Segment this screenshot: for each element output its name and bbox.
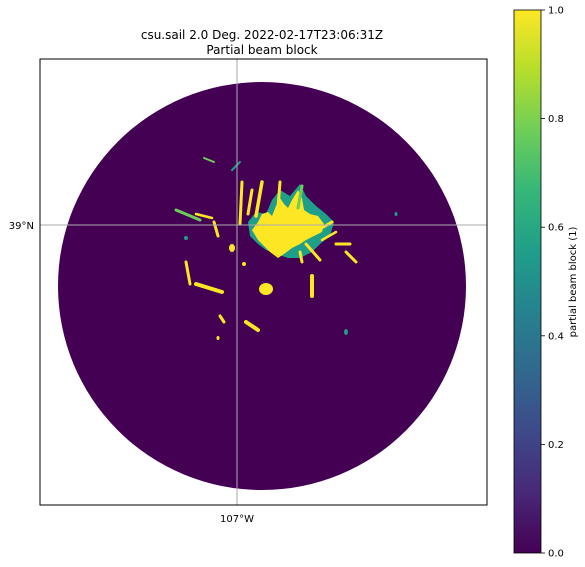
map-axes: 39°N 107°W (9, 58, 488, 525)
colorbar-tick-label: 0.2 (548, 440, 564, 451)
block-blob (259, 283, 273, 295)
ridge (184, 260, 192, 286)
block-blob (229, 244, 235, 252)
ridge (296, 184, 304, 210)
block-blob (184, 236, 188, 240)
colorbar-gradient (514, 10, 541, 553)
ridge (212, 220, 220, 238)
block-blob (242, 262, 246, 266)
ridge (218, 314, 226, 324)
ridge (254, 180, 264, 218)
ridge (238, 180, 244, 226)
chart-title: csu.sail 2.0 Deg. 2022-02-17T23:06:31Z (141, 28, 383, 42)
ridge (231, 161, 241, 171)
ridge (304, 242, 322, 262)
lat-gridline-label: 39°N (9, 221, 34, 232)
colorbar-ticks: 0.0 0.2 0.4 0.6 0.8 1.0 (541, 6, 564, 560)
ridge (174, 208, 202, 222)
colorbar-tick-label: 1.0 (548, 6, 564, 17)
ridge (276, 180, 282, 210)
radar-field (58, 82, 466, 490)
ridge (316, 220, 334, 232)
colorbar: 0.0 0.2 0.4 0.6 0.8 1.0 partial beam block (1… (513, 6, 579, 560)
lon-gridline-label: 107°W (220, 514, 254, 525)
ridge (298, 250, 304, 264)
ridge (194, 282, 224, 294)
colorbar-frame (513, 9, 542, 554)
ridge (203, 157, 215, 163)
ridge (246, 188, 254, 216)
colorbar-label: partial beam block (1) (568, 227, 579, 338)
ridge (344, 250, 358, 264)
beam-block-region (174, 157, 398, 340)
block-blob (394, 212, 398, 216)
colorbar-tick-label: 0.0 (548, 549, 564, 560)
ridge (244, 320, 260, 332)
chart-subtitle: Partial beam block (206, 43, 317, 57)
colorbar-tick-label: 0.8 (548, 114, 564, 125)
map-frame (39, 58, 488, 506)
ridge (194, 212, 214, 220)
block-blob (262, 228, 282, 246)
ridge (320, 230, 338, 242)
colorbar-tick-label: 0.6 (548, 223, 564, 234)
block-blob (216, 336, 220, 340)
block-blob (344, 329, 348, 335)
colorbar-tick-label: 0.4 (548, 331, 564, 342)
